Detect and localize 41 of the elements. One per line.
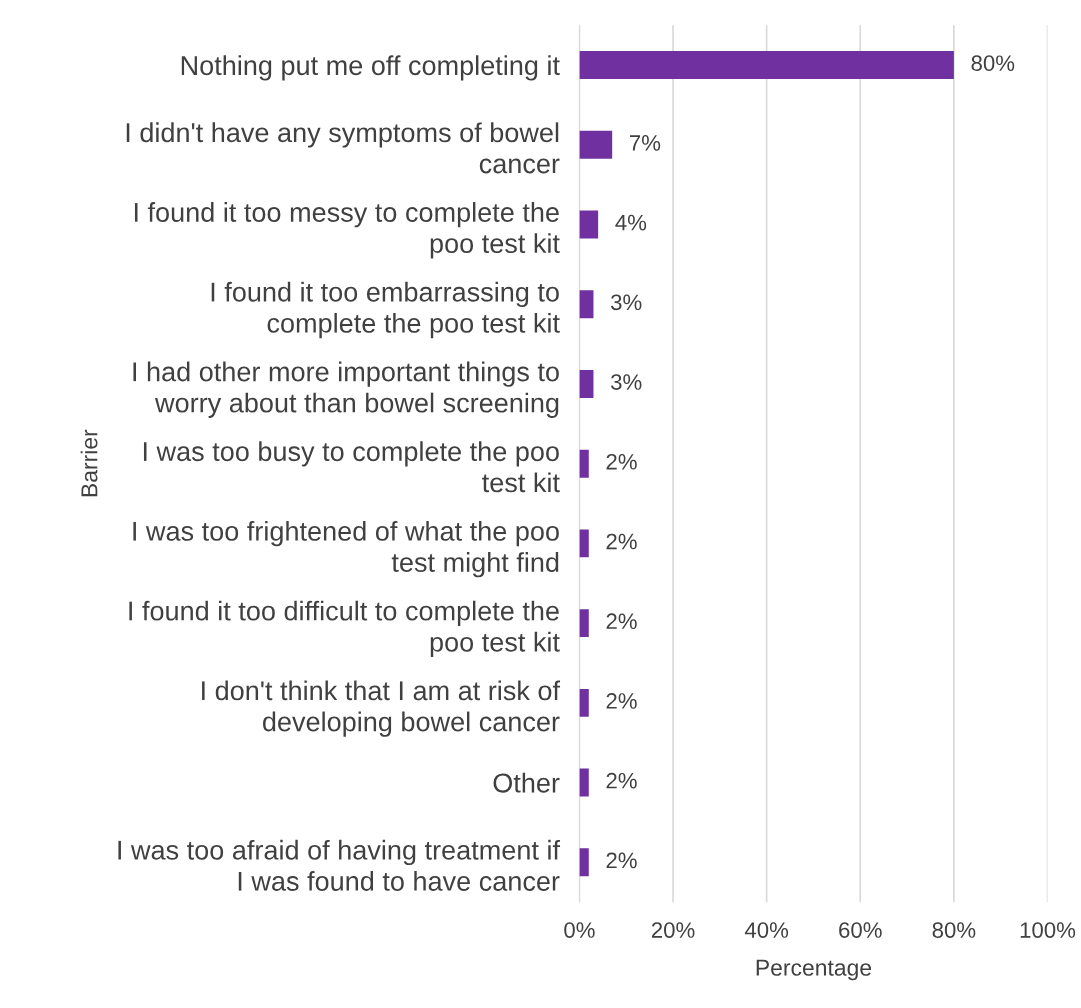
bar <box>579 370 594 398</box>
bar <box>579 130 613 159</box>
y-tick-label: I was too afraid of having treatment if I was found to have cancer <box>118 839 561 891</box>
bar <box>579 848 589 877</box>
bar <box>579 449 589 478</box>
y-tick-label: I was too frightened of what the poo test might find <box>133 520 559 578</box>
y-tick-label: I found it too messy to complete the poo test kit <box>134 202 560 259</box>
data-label: 3% <box>610 294 642 311</box>
bar <box>579 768 589 797</box>
x-tick-label: 80% <box>932 922 976 938</box>
y-tick-label: I was too busy to complete the poo test kit <box>143 441 560 493</box>
x-axis-title: Percentage <box>756 959 872 981</box>
data-label: 3% <box>610 374 642 390</box>
y-tick-label: Nothing put me off completing it <box>181 55 560 81</box>
y-tick-label: I found it too difficult to complete the poo test kit <box>129 600 560 658</box>
bar <box>579 51 954 80</box>
data-label: 2% <box>606 693 637 709</box>
data-label: 2% <box>606 533 637 550</box>
x-tick-label: 40% <box>744 922 789 938</box>
x-tick-label: 100% <box>1020 922 1076 938</box>
y-tick-label: I didn't have any symptoms of bowel cancer <box>126 122 560 174</box>
bar <box>579 529 589 558</box>
data-label: 2% <box>606 852 637 869</box>
y-tick-label: I found it too embarrassing to complete the poo test kit <box>211 281 560 339</box>
data-label: 80% <box>971 55 1015 72</box>
data-label: 2% <box>606 613 637 630</box>
x-tick-label: 0% <box>564 922 595 938</box>
data-label: 2% <box>606 453 637 470</box>
bar <box>579 210 599 239</box>
data-label: 4% <box>615 214 647 231</box>
x-tick-label: 60% <box>839 922 882 938</box>
data-label: 7% <box>629 135 661 151</box>
bar <box>579 688 589 717</box>
bar <box>579 609 589 638</box>
y-axis-title: Barrier <box>80 429 98 497</box>
data-label: 2% <box>606 772 637 789</box>
x-tick-label: 20% <box>651 922 695 938</box>
y-tick-label: I had other more important things to worry about than bowel screening <box>133 361 559 418</box>
y-tick-label: I don't think that I am at risk of developing bowel cancer <box>202 680 561 737</box>
y-tick-label: Other <box>493 772 560 793</box>
bar <box>579 290 594 319</box>
